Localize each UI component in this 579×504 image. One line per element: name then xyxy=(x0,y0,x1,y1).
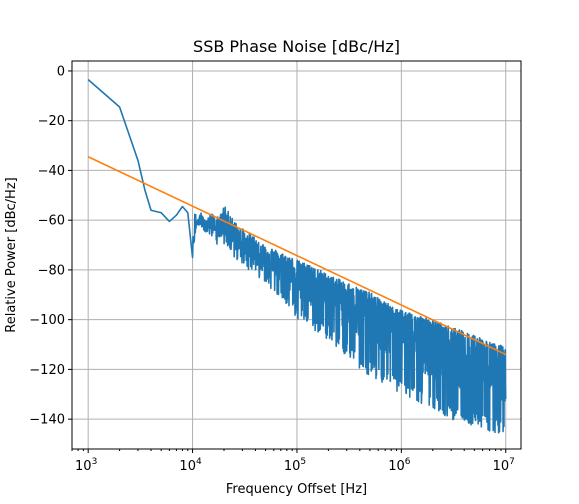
x-axis-label: Frequency Offset [Hz] xyxy=(226,482,367,497)
x-tick-base: 10 xyxy=(75,459,92,474)
y-tick-label: −20 xyxy=(38,114,65,129)
x-tick-base: 10 xyxy=(493,459,510,474)
plot-area xyxy=(87,79,507,434)
x-tick-base: 10 xyxy=(388,459,405,474)
x-tick-exponent: 5 xyxy=(300,457,306,467)
y-tick-label: −100 xyxy=(29,313,65,328)
y-axis: 0 −20 −40 −60 −80 −100 −120 −140 xyxy=(29,64,72,428)
x-tick-base: 10 xyxy=(284,459,301,474)
y-axis-label: Relative Power [dBc/Hz] xyxy=(4,177,19,332)
x-tick-label: 103 xyxy=(75,457,97,474)
x-tick-label: 106 xyxy=(388,457,411,474)
series-fit-line xyxy=(87,156,507,356)
grid xyxy=(72,61,521,449)
x-tick-exponent: 4 xyxy=(196,457,202,467)
x-tick-base: 10 xyxy=(179,459,196,474)
series-measured-line xyxy=(87,79,507,434)
y-tick-label: 0 xyxy=(57,64,65,79)
x-tick-exponent: 6 xyxy=(405,457,411,467)
x-tick-exponent: 3 xyxy=(92,457,98,467)
y-tick-label: −120 xyxy=(29,363,65,378)
x-tick-exponent: 7 xyxy=(509,457,515,467)
y-tick-label: −80 xyxy=(38,263,65,278)
x-tick-label: 105 xyxy=(284,457,306,474)
y-tick-label: −60 xyxy=(38,214,65,229)
y-tick-label: −140 xyxy=(29,413,65,428)
x-tick-label: 104 xyxy=(179,457,202,474)
x-axis: 103 104 105 106 107 xyxy=(71,449,515,474)
x-tick-label: 107 xyxy=(493,457,515,474)
y-tick-label: −40 xyxy=(38,164,65,179)
chart-title: SSB Phase Noise [dBc/Hz] xyxy=(193,37,400,56)
